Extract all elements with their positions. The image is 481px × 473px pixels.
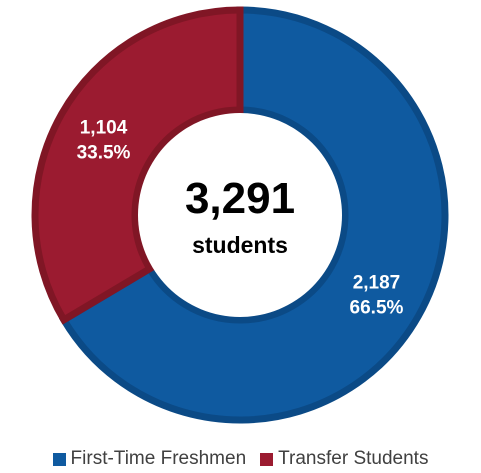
legend: First-Time Freshmen Transfer Students (0, 445, 481, 473)
legend-item-first-time-freshmen: First-Time Freshmen (52, 448, 247, 470)
center-total: 3,291 (185, 174, 295, 223)
center-unit: students (192, 232, 288, 258)
legend-label-first-time-freshmen: First-Time Freshmen (70, 448, 247, 469)
center-hole (138, 113, 342, 317)
slice-first-time-freshmen (59, 6, 449, 424)
slice-labels: 2,187 66.5% 1,104 33.5% (77, 117, 404, 318)
slice-percent-label-transfer-students: 33.5% (77, 142, 131, 163)
slice-transfer-students (31, 6, 244, 325)
legend-swatch-first-time-freshmen (52, 452, 66, 466)
legend-swatch-transfer-students (260, 452, 274, 466)
slice-value-label-first-time-freshmen: 2,187 (353, 273, 401, 294)
donut-slices (31, 6, 449, 424)
slice-percent-label-first-time-freshmen: 66.5% (350, 298, 404, 319)
legend-label-transfer-students: Transfer Students (278, 448, 429, 469)
slice-value-label-transfer-students: 1,104 (80, 117, 128, 138)
legend-item-transfer-students: Transfer Students (260, 448, 428, 470)
